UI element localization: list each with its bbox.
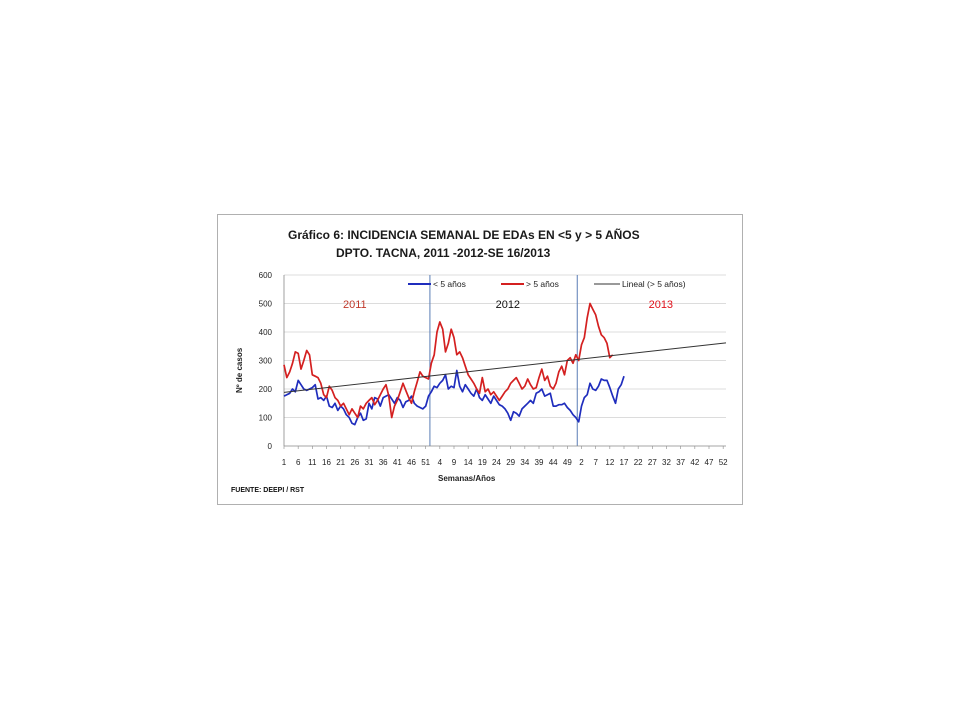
- x-tick-label: 19: [478, 458, 487, 467]
- x-tick-label: 46: [407, 458, 416, 467]
- x-tick-label: 4: [438, 458, 443, 467]
- y-tick-label: 400: [259, 328, 273, 337]
- legend-over5-label: > 5 años: [526, 279, 559, 289]
- x-tick-label: 12: [605, 458, 614, 467]
- y-axis-ticks: 0 100 200 300 400 500 600: [259, 271, 273, 451]
- x-tick-label: 31: [365, 458, 374, 467]
- x-axis-label: Semanas/Años: [438, 474, 496, 483]
- year-labels: 2011 2012 2013: [343, 299, 673, 311]
- gridlines: [284, 274, 726, 418]
- year-label-2013: 2013: [649, 299, 673, 311]
- y-tick-label: 200: [259, 385, 273, 394]
- legend-trend-label: Lineal (> 5 años): [622, 279, 686, 289]
- y-tick-label: 0: [268, 442, 273, 451]
- x-tick-label: 22: [634, 458, 643, 467]
- year-label-2011: 2011: [343, 299, 367, 311]
- x-tick-label: 14: [464, 458, 473, 467]
- x-tick-label: 9: [452, 458, 457, 467]
- x-tick-label: 11: [308, 458, 317, 467]
- legend: < 5 años > 5 años Lineal (> 5 años): [408, 279, 686, 289]
- x-tick-label: 29: [506, 458, 515, 467]
- series-trendline: [283, 342, 727, 393]
- x-tick-label: 7: [593, 458, 598, 467]
- x-tick-label: 1: [282, 458, 287, 467]
- y-tick-label: 100: [259, 414, 273, 423]
- series-over5-line: [283, 302, 614, 419]
- x-tick-label: 34: [520, 458, 529, 467]
- series-layer: [283, 302, 727, 426]
- chart-title-line2: DPTO. TACNA, 2011 -2012-SE 16/2013: [336, 246, 551, 260]
- year-dividers: [429, 275, 578, 446]
- x-tick-label: 2: [579, 458, 584, 467]
- year-label-2012: 2012: [496, 299, 520, 311]
- legend-under5-label: < 5 años: [433, 279, 466, 289]
- x-tick-label: 44: [549, 458, 558, 467]
- x-tick-label: 32: [662, 458, 671, 467]
- source-note: FUENTE: DEEPI / RST: [231, 487, 305, 494]
- x-tick-label: 16: [322, 458, 331, 467]
- x-tick-label: 6: [296, 458, 301, 467]
- x-tick-label: 52: [719, 458, 728, 467]
- x-tick-label: 51: [421, 458, 430, 467]
- chart-panel: Gráfico 6: INCIDENCIA SEMANAL DE EDAs EN…: [217, 214, 743, 505]
- x-tick-label: 41: [393, 458, 402, 467]
- y-tick-label: 500: [259, 300, 273, 309]
- x-tick-label: 39: [535, 458, 544, 467]
- x-tick-label: 24: [492, 458, 501, 467]
- chart-title-line1: Gráfico 6: INCIDENCIA SEMANAL DE EDAs EN…: [288, 227, 640, 242]
- x-tick-label: 26: [350, 458, 359, 467]
- x-tick-label: 47: [705, 458, 714, 467]
- x-tick-label: 17: [620, 458, 629, 467]
- x-tick-label: 42: [690, 458, 699, 467]
- x-tick-label: 37: [676, 458, 685, 467]
- y-axis-label: Nº de casos: [235, 347, 244, 393]
- y-tick-label: 300: [259, 357, 273, 366]
- x-tick-label: 27: [648, 458, 657, 467]
- x-axis-ticks: 1 6 11 16 21 26 31 36 41 46 51 4 9 14 19 24 29 34 39 44 49 2 7…: [282, 446, 728, 467]
- x-tick-label: 36: [379, 458, 388, 467]
- x-tick-label: 49: [563, 458, 572, 467]
- x-tick-label: 21: [336, 458, 345, 467]
- chart-svg: Gráfico 6: INCIDENCIA SEMANAL DE EDAs EN…: [231, 227, 728, 494]
- y-tick-label: 600: [259, 271, 273, 280]
